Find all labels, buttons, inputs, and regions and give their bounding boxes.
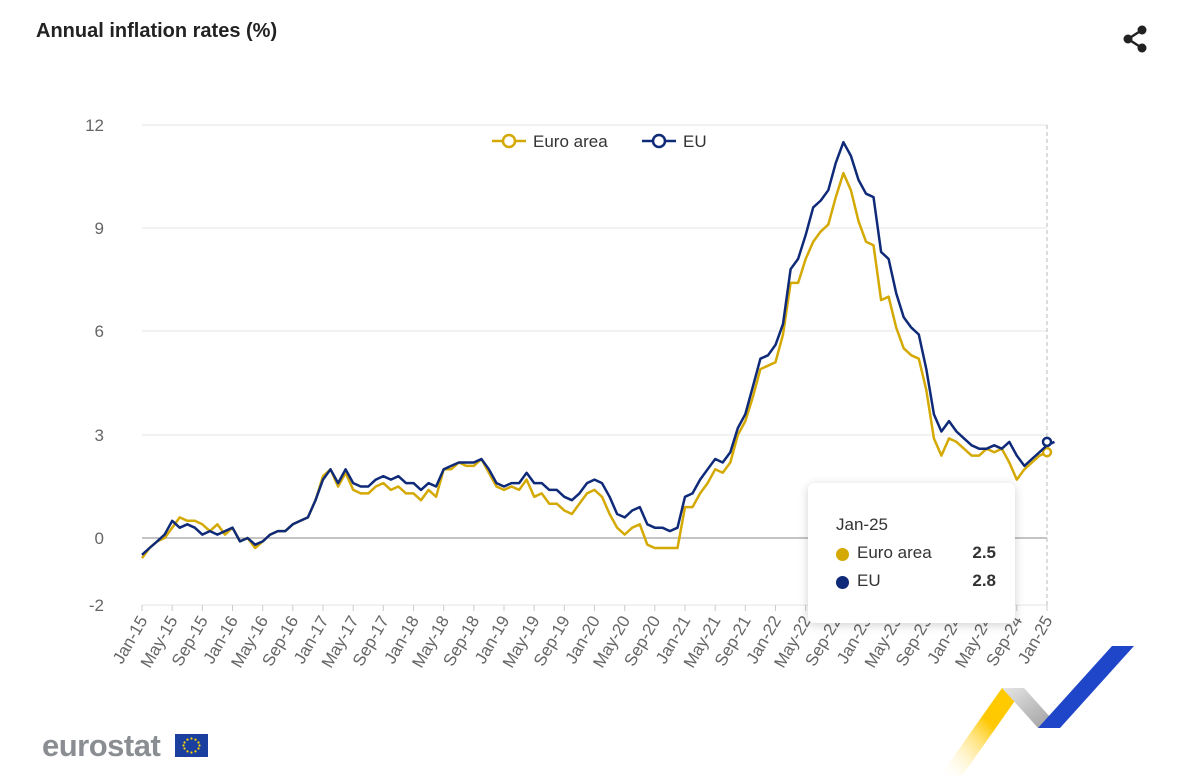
decorative-chevron — [940, 646, 1134, 776]
plot-area[interactable] — [140, 140, 1056, 559]
share-icon[interactable] — [1118, 22, 1152, 56]
tooltip: Jan-25 Euro area 2.5 EU 2.8 — [808, 483, 1015, 623]
tooltip-dot-euro-area — [836, 548, 849, 561]
y-tick-label: 3 — [95, 426, 104, 445]
chart-title: Annual inflation rates (%) — [36, 20, 278, 42]
y-tick-label: 6 — [95, 322, 104, 341]
logo-text: eurostat — [42, 728, 161, 763]
tooltip-row-eu: EU 2.8 — [836, 571, 996, 593]
y-axis: -2 0 3 6 9 12 — [85, 116, 104, 615]
legend-item-euro-area[interactable]: Euro area — [492, 132, 608, 151]
legend-item-eu[interactable]: EU — [642, 132, 707, 151]
tooltip-series-name: Euro area — [857, 543, 932, 562]
data-point-marker[interactable] — [1041, 436, 1053, 448]
legend-label: EU — [683, 132, 707, 151]
data-point-marker[interactable] — [1041, 446, 1053, 458]
tooltip-series-value: 2.8 — [972, 571, 996, 590]
y-tick-label: 9 — [95, 219, 104, 238]
tooltip-dot-eu — [836, 576, 849, 589]
legend-marker — [501, 133, 517, 149]
tooltip-series-name: EU — [857, 571, 881, 590]
tooltip-series-value: 2.5 — [972, 543, 996, 562]
eu-flag-icon — [175, 734, 208, 757]
y-tick-label: 0 — [95, 529, 104, 548]
tooltip-period: Jan-25 — [836, 515, 888, 534]
tooltip-row-euro-area: Euro area 2.5 — [836, 543, 996, 565]
y-tick-label: -2 — [89, 596, 104, 615]
legend[interactable]: Euro area EU — [492, 132, 707, 151]
y-tick-label: 12 — [85, 116, 104, 135]
legend-label: Euro area — [533, 132, 608, 151]
series-line-eu[interactable] — [141, 140, 1056, 556]
legend-marker — [651, 133, 667, 149]
